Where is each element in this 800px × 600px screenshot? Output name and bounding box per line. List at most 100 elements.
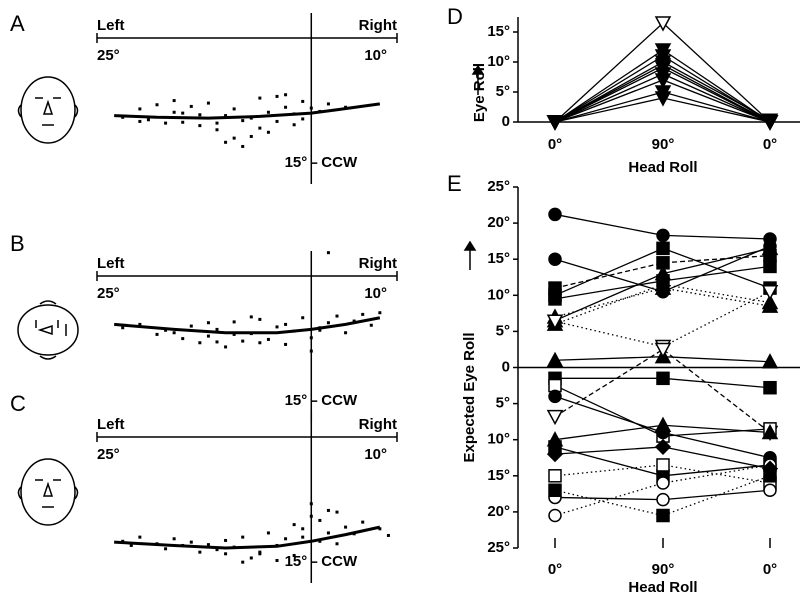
data-point: [198, 113, 202, 117]
data-point: [309, 502, 313, 506]
data-point: [266, 337, 270, 341]
data-point: [284, 322, 288, 326]
data-point: [206, 543, 210, 547]
marker: [548, 389, 562, 404]
data-point: [232, 136, 236, 140]
arrow: [463, 64, 485, 270]
marker: [654, 416, 672, 433]
x-tick-label: 90°: [652, 136, 675, 153]
y-tick-label: 10°: [487, 286, 510, 303]
marker: [546, 409, 564, 426]
data-point: [181, 120, 185, 124]
data-point: [241, 119, 245, 123]
marker: [656, 508, 670, 523]
x-tick-label: 10°: [364, 285, 387, 302]
data-point: [224, 538, 228, 542]
y-axis-label: CCW: [321, 392, 358, 409]
data-point: [266, 110, 270, 114]
fit-curve: [114, 316, 381, 335]
y-tick-label: 10°: [487, 431, 510, 448]
data-point: [275, 325, 279, 329]
data-point: [326, 531, 330, 535]
y-tick-label: 15°: [285, 154, 308, 171]
y-axis-label: CCW: [321, 154, 358, 171]
left-label: Left: [97, 255, 125, 272]
data-point: [292, 553, 296, 557]
data-point: [164, 328, 168, 332]
data-point: [275, 558, 279, 562]
left-label: Left: [97, 416, 125, 433]
data-point: [215, 548, 219, 552]
data-point: [232, 332, 236, 336]
data-point: [335, 314, 339, 318]
marker: [654, 73, 672, 89]
y-tick-label: 0: [502, 113, 510, 130]
data-point: [309, 349, 313, 353]
data-point: [206, 321, 210, 325]
y-tick-label: 25°: [487, 539, 510, 556]
marker: [761, 293, 779, 310]
data-point: [249, 556, 253, 560]
marker: [546, 351, 564, 368]
data-point: [301, 535, 305, 539]
data-point: [224, 140, 228, 144]
marker: [654, 16, 672, 32]
data-point: [292, 523, 296, 527]
data-point: [249, 134, 253, 138]
y-tick-label: 10°: [487, 53, 510, 70]
data-point: [378, 527, 382, 531]
fit-curve: [114, 525, 381, 550]
series-line: [554, 475, 771, 517]
marker: [656, 371, 670, 386]
x-axis-label: Head Roll: [628, 579, 697, 596]
marker: [656, 241, 670, 256]
data-point: [326, 102, 330, 106]
data-point: [215, 340, 219, 344]
marker: [761, 460, 779, 477]
data-point: [284, 105, 288, 109]
data-point: [326, 321, 330, 325]
y-tick-label: 5°: [496, 83, 510, 100]
series-line: [554, 254, 771, 289]
data-point: [258, 96, 262, 100]
y-axis-label: CCW: [321, 553, 358, 570]
x-tick-label: 25°: [97, 47, 120, 64]
x-tick-label: 25°: [97, 285, 120, 302]
data-point: [258, 552, 262, 556]
data-point: [206, 101, 210, 105]
x-tick-label: 10°: [364, 47, 387, 64]
data-point: [241, 144, 245, 148]
marker: [763, 380, 777, 395]
series-line: [554, 291, 771, 348]
data-point: [155, 332, 159, 336]
data-point: [292, 123, 296, 127]
marker: [654, 275, 672, 292]
data-point: [164, 547, 168, 551]
data-point: [284, 342, 288, 346]
marker: [548, 483, 562, 497]
y-tick-label: 20°: [487, 214, 510, 231]
data-point: [232, 320, 236, 324]
y-tick-label: 20°: [487, 503, 510, 520]
data-point: [361, 520, 365, 524]
data-point: [352, 319, 356, 323]
data-point: [138, 535, 142, 539]
data-point: [275, 119, 279, 123]
marker: [761, 284, 779, 301]
fit-curve: [114, 102, 381, 120]
marker: [656, 476, 670, 490]
marker: [548, 252, 562, 266]
data-point: [198, 550, 202, 554]
data-point: [241, 560, 245, 564]
data-point: [301, 316, 305, 320]
y-tick-label: 25°: [487, 178, 510, 195]
data-point: [121, 326, 125, 330]
head-icon: [17, 76, 79, 144]
data-point: [275, 94, 279, 98]
y-tick-label: 5°: [496, 395, 510, 412]
data-point: [189, 540, 193, 544]
data-point: [215, 128, 219, 132]
marker: [546, 314, 564, 330]
data-point: [189, 104, 193, 108]
